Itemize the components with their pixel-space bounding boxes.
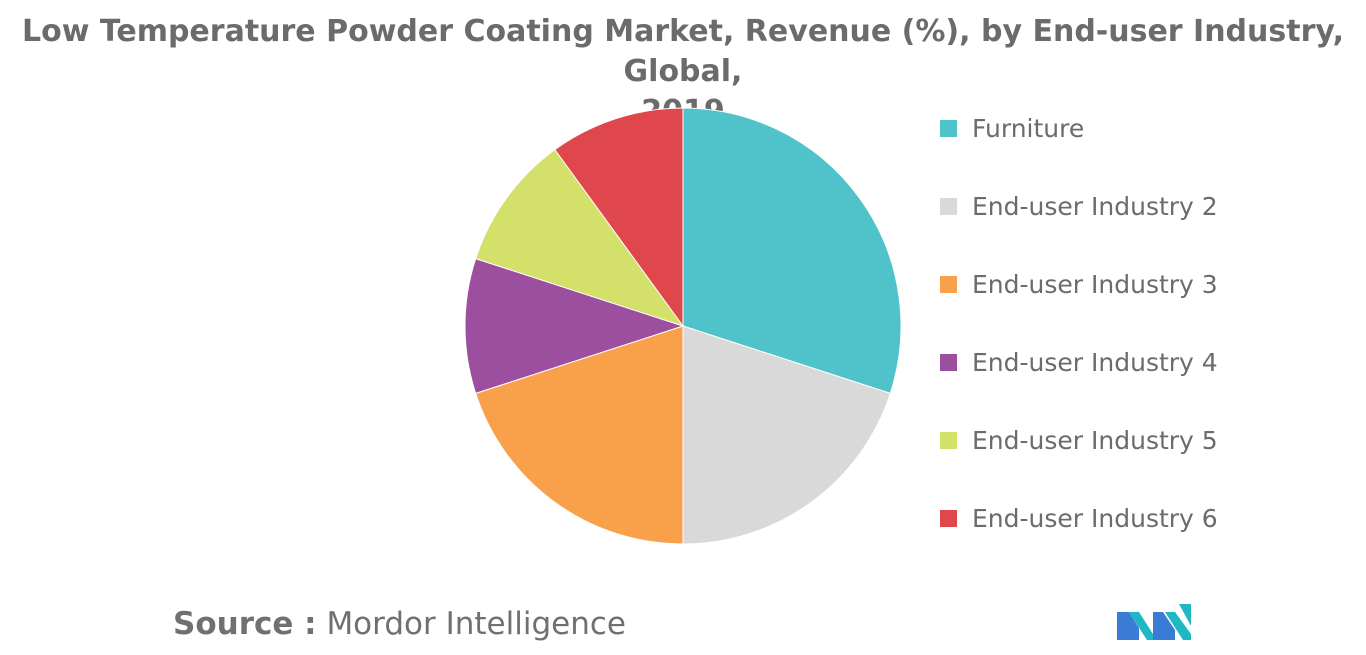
chart-title: Low Temperature Powder Coating Market, R… (0, 12, 1366, 132)
legend-swatch (940, 431, 957, 449)
source-value: Mordor Intelligence (326, 606, 626, 642)
legend-item-5: End-user Industry 5 (940, 420, 1218, 460)
mordor-intelligence-logo-icon (1117, 604, 1191, 640)
legend-item-3: End-user Industry 3 (940, 264, 1218, 304)
pie-slices (464, 107, 902, 545)
legend-label: End-user Industry 2 (972, 191, 1218, 221)
pie-slice-2 (682, 325, 891, 545)
legend-swatch (940, 509, 957, 527)
legend-label: End-user Industry 6 (972, 503, 1218, 533)
source-label: Source : (173, 606, 317, 642)
pie-slice-4 (464, 257, 685, 395)
legend-item-6: End-user Industry 6 (940, 498, 1218, 538)
pie-slice-6 (554, 107, 684, 328)
legend-label: End-user Industry 5 (972, 425, 1218, 455)
legend-swatch (940, 119, 957, 137)
legend-swatch (940, 353, 957, 371)
source-note: Source : Mordor Intelligence (173, 606, 626, 642)
pie-slice-1 (682, 107, 902, 395)
legend-label: End-user Industry 3 (972, 269, 1218, 299)
legend-item-4: End-user Industry 4 (940, 342, 1218, 382)
legend-item-2: End-user Industry 2 (940, 186, 1218, 226)
chart-title-line-1: Low Temperature Powder Coating Market, R… (21, 14, 1345, 89)
legend-item-1: Furniture (940, 108, 1084, 148)
legend-swatch (940, 197, 957, 215)
legend-label: End-user Industry 4 (972, 347, 1218, 377)
pie-slice-5 (475, 148, 685, 327)
legend-label: Furniture (972, 113, 1085, 143)
pie-slice-3 (475, 325, 684, 545)
legend-swatch (940, 275, 957, 293)
